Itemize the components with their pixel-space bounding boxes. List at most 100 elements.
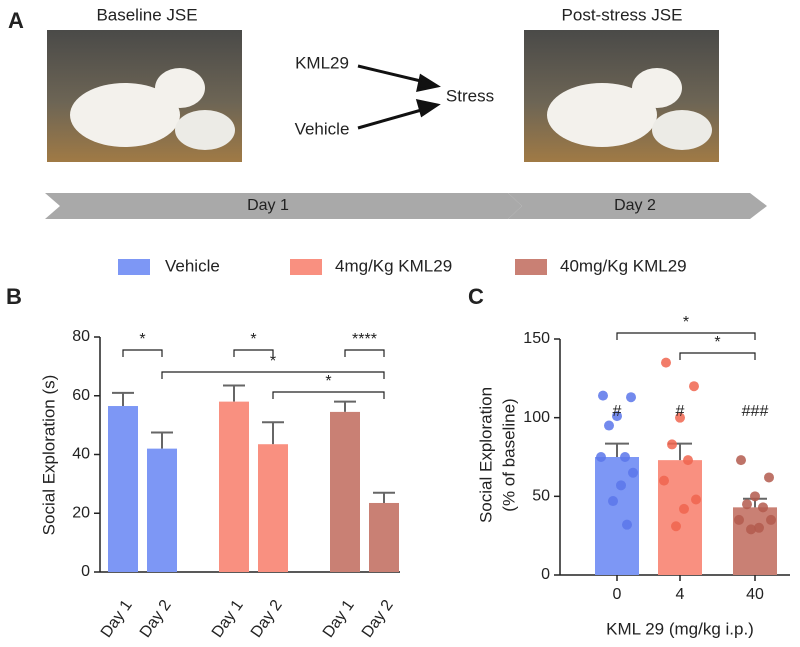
error-bar <box>223 384 245 402</box>
x-tick-label: Day 1 <box>320 597 358 641</box>
legend-label: 40mg/Kg KML29 <box>560 256 687 275</box>
x-tick-label: Day 1 <box>209 597 247 641</box>
significance-bracket <box>161 371 385 379</box>
annotation: # <box>676 403 685 420</box>
arrows <box>357 64 441 130</box>
error-bar <box>151 431 173 449</box>
data-point <box>746 524 756 535</box>
y-tick-label: 0 <box>541 566 550 583</box>
significance-label: * <box>139 331 145 348</box>
x-tick-label: Day 2 <box>137 597 175 641</box>
data-point <box>750 491 760 502</box>
legend-label: Vehicle <box>165 256 220 275</box>
data-point <box>612 411 622 422</box>
y-tick-label: 40 <box>72 446 90 463</box>
x-axis-label: KML 29 (mg/kg i.p.) <box>606 619 754 638</box>
data-point <box>661 357 671 368</box>
data-point <box>616 480 626 491</box>
photo <box>524 30 719 162</box>
timeline-arrow <box>508 193 767 219</box>
significance-label: * <box>250 331 256 348</box>
x-tick-label: 4 <box>676 586 685 603</box>
y-tick-label: 60 <box>72 387 90 404</box>
data-point <box>626 392 636 403</box>
data-point <box>754 522 764 533</box>
panel-label: B <box>6 284 22 309</box>
bar <box>219 401 249 572</box>
y-tick-label: 100 <box>523 409 550 426</box>
panel-label: A <box>8 8 24 33</box>
bar <box>108 406 138 572</box>
data-point <box>736 455 746 466</box>
error-bar <box>373 491 395 503</box>
caption: Post-stress JSE <box>562 5 683 24</box>
timeline-label: Day 1 <box>247 197 289 214</box>
data-point <box>679 503 689 514</box>
data-point <box>689 381 699 392</box>
error-bar <box>605 442 629 457</box>
data-point <box>604 420 614 431</box>
data-point <box>683 455 693 466</box>
data-point <box>608 496 618 507</box>
y-axis-label: Social Exploration <box>476 387 495 523</box>
data-point <box>691 494 701 505</box>
data-point <box>596 452 606 462</box>
legend-swatch <box>118 259 150 275</box>
treatment: KML29 <box>295 53 349 72</box>
significance-label: * <box>683 314 689 331</box>
data-point <box>667 439 677 450</box>
annotation: # <box>613 403 622 420</box>
y-axis-label: Social Exploration (s) <box>39 375 58 536</box>
x-tick-label: 0 <box>613 586 622 603</box>
data-point <box>622 519 632 530</box>
bar <box>330 411 360 572</box>
significance-bracket <box>616 332 756 340</box>
outcome: Stress <box>446 86 494 105</box>
data-point <box>598 390 608 401</box>
y-tick-label: 150 <box>523 330 550 347</box>
photo <box>47 30 242 162</box>
x-tick-label: Day 2 <box>359 597 397 641</box>
significance-label: * <box>325 373 331 390</box>
data-point <box>766 514 776 525</box>
data-point <box>764 472 774 483</box>
data-point <box>758 502 768 513</box>
bar <box>147 448 177 572</box>
significance-bracket <box>233 349 274 357</box>
timeline-arrow <box>45 193 522 219</box>
data-point <box>628 467 638 478</box>
x-tick-label: 40 <box>746 586 764 603</box>
annotation: ### <box>742 403 769 420</box>
significance-label: * <box>270 353 276 370</box>
significance-label: * <box>714 334 720 351</box>
y-tick-label: 0 <box>81 563 90 580</box>
y-axis-label: (% of baseline) <box>499 398 518 511</box>
caption: Baseline JSE <box>96 5 197 24</box>
legend-swatch <box>515 259 547 275</box>
bar <box>258 444 288 572</box>
data-point <box>620 452 630 462</box>
timeline-label: Day 2 <box>614 197 656 214</box>
significance-bracket <box>272 391 385 399</box>
error-bar <box>334 400 356 412</box>
data-point <box>659 475 669 486</box>
significance-bracket <box>679 352 756 360</box>
data-point <box>671 521 681 532</box>
significance-label: **** <box>352 331 377 348</box>
y-tick-label: 20 <box>72 504 90 521</box>
error-bar <box>112 391 134 407</box>
bar <box>369 502 399 572</box>
significance-bracket <box>122 349 163 357</box>
y-tick-label: 50 <box>532 488 550 505</box>
y-tick-label: 80 <box>72 328 90 345</box>
data-point <box>734 514 744 525</box>
data-point <box>675 412 685 423</box>
legend-label: 4mg/Kg KML29 <box>335 256 452 275</box>
error-bar <box>262 421 284 445</box>
legend-swatch <box>290 259 322 275</box>
x-tick-label: Day 1 <box>98 597 136 641</box>
treatment: Vehicle <box>295 119 350 138</box>
x-tick-label: Day 2 <box>248 597 286 641</box>
significance-bracket <box>344 349 385 357</box>
